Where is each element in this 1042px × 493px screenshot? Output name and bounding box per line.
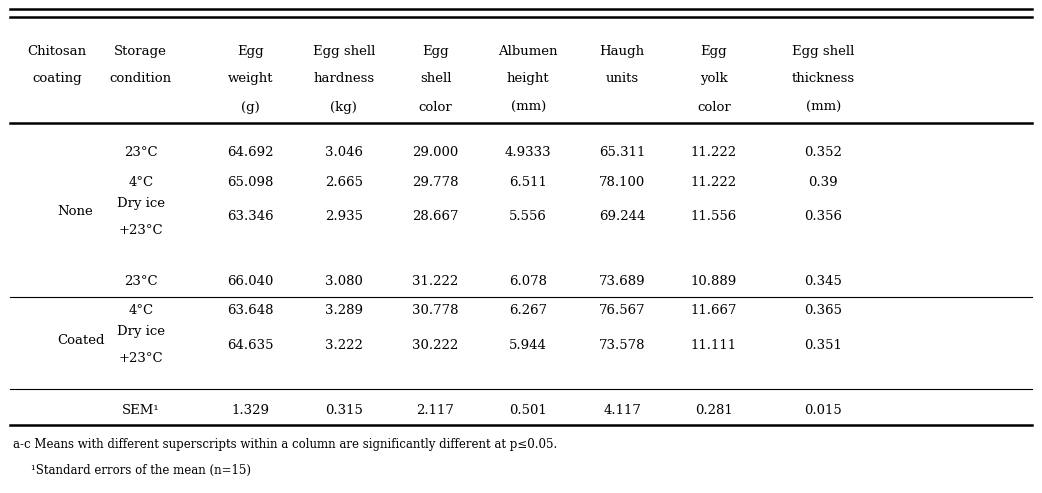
Text: 6.078: 6.078	[510, 275, 547, 287]
Text: 30.222: 30.222	[413, 339, 458, 352]
Text: 2.665: 2.665	[325, 176, 363, 189]
Text: 2.117: 2.117	[417, 404, 454, 417]
Text: 5.944: 5.944	[510, 339, 547, 352]
Text: 3.289: 3.289	[325, 304, 363, 317]
Text: 63.346: 63.346	[227, 211, 273, 223]
Text: 3.046: 3.046	[325, 146, 363, 159]
Text: 78.100: 78.100	[599, 176, 645, 189]
Text: 0.352: 0.352	[804, 146, 842, 159]
Text: 64.635: 64.635	[227, 339, 273, 352]
Text: 4°C: 4°C	[128, 304, 153, 317]
Text: Egg: Egg	[237, 45, 264, 58]
Text: weight: weight	[227, 72, 273, 85]
Text: 29.000: 29.000	[413, 146, 458, 159]
Text: 10.889: 10.889	[691, 275, 737, 287]
Text: Storage: Storage	[115, 45, 167, 58]
Text: shell: shell	[420, 72, 451, 85]
Text: 63.648: 63.648	[227, 304, 273, 317]
Text: 0.365: 0.365	[804, 304, 842, 317]
Text: (mm): (mm)	[805, 101, 841, 114]
Text: 29.778: 29.778	[413, 176, 458, 189]
Text: thickness: thickness	[792, 72, 854, 85]
Text: Egg: Egg	[700, 45, 727, 58]
Text: 11.222: 11.222	[691, 146, 737, 159]
Text: condition: condition	[109, 72, 172, 85]
Text: 23°C: 23°C	[124, 146, 157, 159]
Text: 3.080: 3.080	[325, 275, 363, 287]
Text: 30.778: 30.778	[413, 304, 458, 317]
Text: 1.329: 1.329	[231, 404, 269, 417]
Text: color: color	[697, 101, 730, 114]
Text: 4.117: 4.117	[603, 404, 641, 417]
Text: 4°C: 4°C	[128, 176, 153, 189]
Text: 6.267: 6.267	[510, 304, 547, 317]
Text: units: units	[605, 72, 639, 85]
Text: Chitosan: Chitosan	[28, 45, 86, 58]
Text: 0.39: 0.39	[809, 176, 838, 189]
Text: 76.567: 76.567	[599, 304, 645, 317]
Text: hardness: hardness	[314, 72, 374, 85]
Text: 73.578: 73.578	[599, 339, 645, 352]
Text: Egg shell: Egg shell	[313, 45, 375, 58]
Text: coating: coating	[32, 72, 82, 85]
Text: 0.281: 0.281	[695, 404, 733, 417]
Text: 31.222: 31.222	[413, 275, 458, 287]
Text: 73.689: 73.689	[599, 275, 645, 287]
Text: 4.9333: 4.9333	[505, 146, 551, 159]
Text: Dry ice: Dry ice	[117, 197, 165, 210]
Text: 65.311: 65.311	[599, 146, 645, 159]
Text: 5.556: 5.556	[510, 211, 547, 223]
Text: 0.345: 0.345	[804, 275, 842, 287]
Text: 0.315: 0.315	[325, 404, 363, 417]
Text: 28.667: 28.667	[413, 211, 458, 223]
Text: +23°C: +23°C	[119, 352, 163, 365]
Text: Coated: Coated	[57, 334, 105, 347]
Text: 64.692: 64.692	[227, 146, 273, 159]
Text: color: color	[419, 101, 452, 114]
Text: 0.015: 0.015	[804, 404, 842, 417]
Text: 0.356: 0.356	[804, 211, 842, 223]
Text: a-c Means with different superscripts within a column are significantly differen: a-c Means with different superscripts wi…	[13, 438, 556, 451]
Text: Egg: Egg	[422, 45, 449, 58]
Text: ¹Standard errors of the mean (n=15): ¹Standard errors of the mean (n=15)	[31, 464, 251, 477]
Text: Dry ice: Dry ice	[117, 325, 165, 338]
Text: 65.098: 65.098	[227, 176, 273, 189]
Text: (g): (g)	[241, 101, 259, 114]
Text: 66.040: 66.040	[227, 275, 273, 287]
Text: Haugh: Haugh	[599, 45, 645, 58]
Text: +23°C: +23°C	[119, 224, 163, 237]
Text: (mm): (mm)	[511, 101, 546, 114]
Text: 11.667: 11.667	[691, 304, 737, 317]
Text: yolk: yolk	[700, 72, 727, 85]
Text: 69.244: 69.244	[599, 211, 645, 223]
Text: Egg shell: Egg shell	[792, 45, 854, 58]
Text: SEM¹: SEM¹	[122, 404, 159, 417]
Text: None: None	[57, 206, 93, 218]
Text: 2.935: 2.935	[325, 211, 363, 223]
Text: height: height	[507, 72, 549, 85]
Text: Albumen: Albumen	[498, 45, 559, 58]
Text: 23°C: 23°C	[124, 275, 157, 287]
Text: 0.351: 0.351	[804, 339, 842, 352]
Text: (kg): (kg)	[330, 101, 357, 114]
Text: 6.511: 6.511	[510, 176, 547, 189]
Text: 11.222: 11.222	[691, 176, 737, 189]
Text: 11.556: 11.556	[691, 211, 737, 223]
Text: 3.222: 3.222	[325, 339, 363, 352]
Text: 0.501: 0.501	[510, 404, 547, 417]
Text: 11.111: 11.111	[691, 339, 737, 352]
